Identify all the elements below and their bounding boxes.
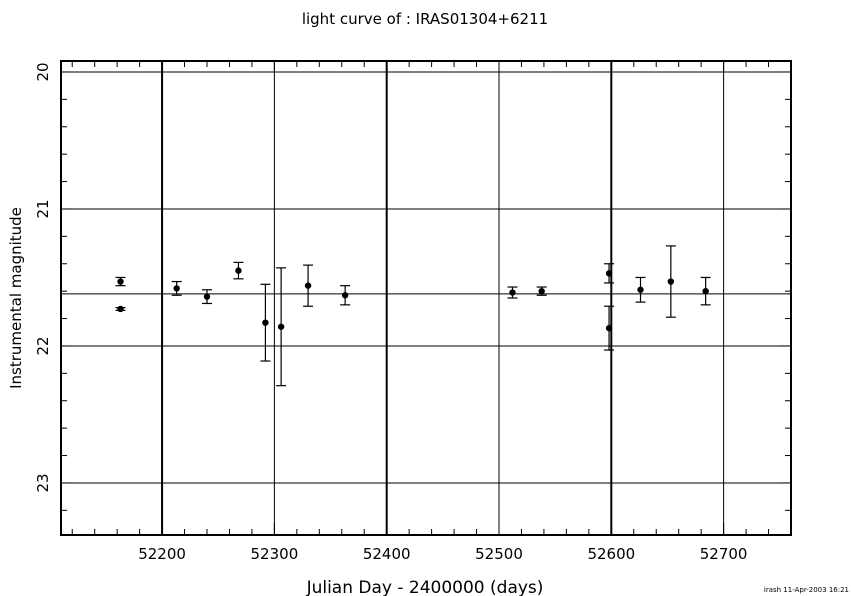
x-tick-label: 52700 — [700, 545, 748, 563]
data-marker — [605, 324, 613, 332]
data-point — [604, 263, 615, 284]
data-marker — [702, 287, 709, 295]
data-marker — [117, 278, 124, 285]
axis-ticks — [61, 61, 792, 535]
y-tick-label: 22 — [34, 336, 52, 355]
data-point — [340, 285, 351, 306]
x-tick-label: 52600 — [587, 545, 635, 563]
data-marker — [304, 282, 312, 289]
data-point — [536, 286, 547, 296]
data-marker — [637, 286, 644, 293]
data-point — [276, 267, 287, 387]
y-tick-label: 23 — [34, 473, 52, 492]
x-tick-label: 52200 — [138, 545, 186, 563]
data-marker — [235, 267, 242, 274]
y-tick-label: 20 — [34, 62, 52, 81]
plot-frame — [60, 60, 792, 536]
data-point — [171, 280, 182, 296]
y-axis-label: Instrumental magnitude — [7, 207, 25, 389]
x-tick-label: 52400 — [363, 545, 411, 563]
data-marker — [203, 293, 211, 300]
data-marker — [277, 323, 285, 330]
data-points — [115, 245, 711, 387]
data-marker — [605, 270, 613, 277]
data-marker — [538, 287, 545, 295]
y-tick-label: 21 — [34, 199, 52, 218]
data-point — [700, 276, 711, 306]
data-point — [260, 283, 271, 362]
data-marker — [262, 319, 269, 326]
data-point — [303, 264, 314, 307]
tick-labels: 52200 52300 52400 52500 52600 52700 20 21 22 23 — [34, 62, 747, 563]
data-point — [507, 286, 518, 299]
x-tick-label: 52500 — [475, 545, 523, 563]
data-point — [635, 276, 646, 303]
data-point — [604, 305, 615, 351]
data-point — [202, 289, 212, 305]
x-axis-label: Julian Day - 2400000 (days) — [306, 578, 544, 596]
data-marker — [173, 285, 180, 292]
data-point — [115, 276, 126, 287]
data-point — [665, 245, 676, 318]
footer-stamp: irash 11-Apr-2003 16:21 — [764, 586, 849, 594]
grid-lines — [61, 61, 791, 535]
data-marker — [667, 278, 675, 285]
x-tick-label: 52300 — [251, 545, 299, 563]
data-marker — [509, 289, 516, 296]
chart-title: light curve of : IRAS01304+6211 — [302, 10, 548, 28]
data-point — [115, 305, 126, 313]
data-marker — [117, 305, 124, 313]
data-point — [233, 261, 244, 280]
data-marker — [341, 292, 349, 299]
